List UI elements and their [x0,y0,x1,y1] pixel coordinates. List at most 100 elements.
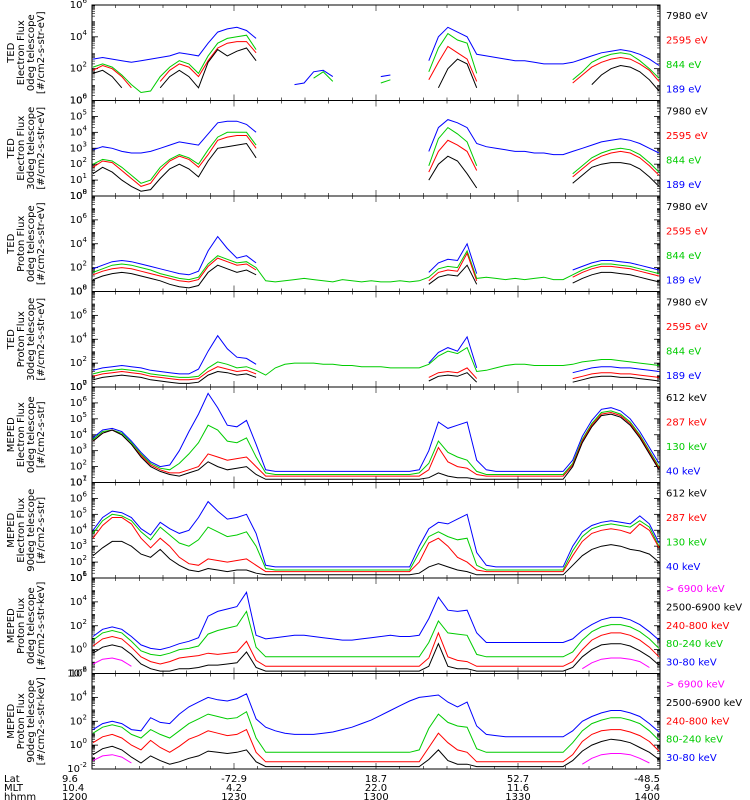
y-tick-label: 101 [70,475,87,489]
legend-entry: 844 eV [666,347,701,358]
legend-entry: 2595 eV [666,131,708,142]
series-line [428,155,478,189]
legend-entry: 612 keV [666,489,707,500]
legend-entry: 30-80 keV [666,658,717,669]
panel-1: 100 102 104 106 TED Electron Flux 0deg telesco… [6,0,708,107]
y-axis-label: [#/cm2-s-str-eV] [36,202,47,285]
y-tick-label: 100 [70,379,87,393]
y-tick-label: 103 [70,538,87,552]
series-line [92,249,660,283]
y-axis-label: MEPED [6,417,17,452]
series-line [572,271,660,284]
y-tick-label: 102 [70,554,87,568]
y-axis-label: Electron Flux [16,498,27,563]
y-tick-label: 10-2 [67,666,87,680]
y-axis-label: [#/cm2-s-str-keV] [36,582,47,670]
series-line [572,147,660,175]
series-line [572,260,660,271]
series-line [92,738,660,768]
y-axis-label: 30deg telescope [26,298,37,381]
series-line [428,119,660,156]
y-tick-label: 104 [70,427,88,441]
legend-entry: 2595 eV [666,227,708,238]
series-line [92,754,132,764]
y-tick-label: 106 [70,307,88,321]
legend-entry: 189 eV [666,85,701,96]
series-line [428,252,478,282]
panel-7: 10-2 100 102 104 106 MEPED Proton Flux 0deg tel… [6,570,742,680]
y-tick-label: 106 [70,490,88,504]
y-tick-label: 102 [70,260,87,274]
series-line [428,264,478,285]
y-tick-label: 106 [70,395,88,409]
series-line [92,728,660,763]
y-tick-label: 102 [70,618,87,632]
series-line [159,41,257,82]
y-tick-label: 103 [70,443,87,457]
legend-entry: 844 eV [666,60,701,71]
series-line [380,74,391,78]
y-axis-label: 0deg telescope [26,14,37,91]
y-tick-label: 105 [70,506,87,520]
y-axis-label: [#/cm2-s-str-eV] [36,11,47,94]
series-line [92,264,257,289]
y-tick-label: 108 [70,284,87,298]
y-tick-label: 100 [70,284,87,298]
legend-entry: 240-800 keV [666,716,730,727]
series-line [572,150,660,178]
legend-entry: 2500-6900 keV [666,602,742,613]
y-axis-label: TED [6,42,17,63]
y-axis-label: Proton Flux [16,598,27,654]
legend-entry: 130 keV [666,442,707,453]
y-axis-label: MEPED [6,703,17,738]
series-line [582,753,650,765]
panel-frame [91,386,661,483]
y-axis-label: [#/cm2-s-str-eV] [36,107,47,190]
y-axis-label: 90deg telescope [26,489,37,572]
series-line [572,162,660,187]
legend-entry: 189 eV [666,276,701,287]
legend-entry: 7980 eV [666,298,708,309]
series-line [92,346,660,378]
series-line [437,58,478,89]
series-line [92,120,257,154]
y-axis-label: [#/cm2-s-str] [36,497,47,564]
y-tick-label: 104 [70,29,88,43]
series-line [428,372,478,383]
x-hhmm-value: 1300 [363,792,388,800]
x-lat-value: 9.6 [62,774,78,785]
series-line [428,32,478,74]
x-row-label: hhmm [4,792,36,800]
panel-frame [91,195,661,292]
x-lat-value: -48.5 [634,774,660,785]
y-tick-label: 106 [70,212,88,226]
y-tick-label: 102 [70,61,87,75]
legend-entry: 7980 eV [666,202,708,213]
y-tick-label: 106 [70,0,88,11]
x-mlt-value: 22.0 [365,783,387,794]
series-line [92,517,660,573]
legend-entry: 7980 eV [666,11,708,22]
y-tick-label: 104 [70,236,88,250]
series-line [92,34,257,94]
y-axis-label: [#/cm2-s-str-eV] [36,298,47,381]
series-line [380,79,391,84]
series-line [92,366,257,381]
series-line [92,411,660,477]
series-line [92,142,257,192]
y-axis-label: Electron Flux [16,402,27,467]
legend-entry: 287 keV [666,513,707,524]
series-line [294,69,334,86]
y-tick-label: 101 [70,172,87,186]
series-line [428,139,478,173]
x-mlt-value: 9.4 [644,783,660,794]
y-axis-label: Electron Flux [16,116,27,181]
legend-entry: 130 keV [666,538,707,549]
y-axis-label: 0deg telescope [26,396,37,473]
series-line [92,235,257,276]
y-axis-label: TED [6,138,17,159]
y-axis-label: Electron Flux [16,20,27,85]
y-tick-label: 100 [70,642,87,656]
x-hhmm-value: 1400 [635,792,660,800]
